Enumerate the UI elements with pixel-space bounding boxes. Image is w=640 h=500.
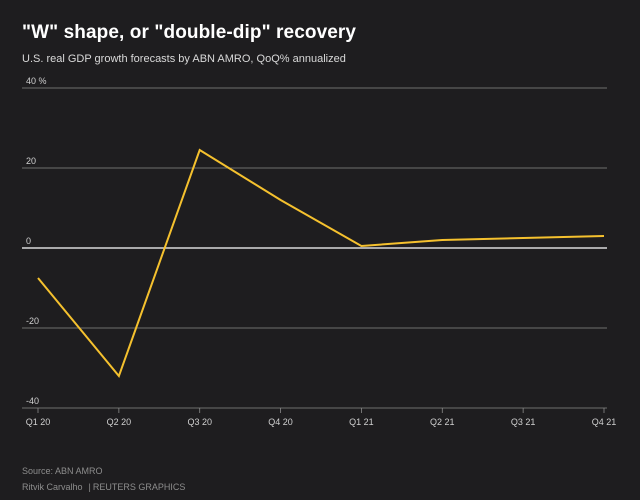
x-tick-label: Q1 20 bbox=[26, 417, 51, 427]
y-axis-labels: 40 % 20 0 -20 -40 bbox=[26, 76, 47, 406]
series-layer bbox=[37, 148, 605, 378]
y-tick-label: 0 bbox=[26, 236, 31, 246]
chart-subtitle: U.S. real GDP growth forecasts by ABN AM… bbox=[22, 53, 346, 65]
outlet-name: REUTERS GRAPHICS bbox=[92, 482, 186, 492]
x-tick-label: Q4 21 bbox=[592, 417, 617, 427]
chart-title: "W" shape, or "double-dip" recovery bbox=[22, 22, 357, 43]
x-tick-label: Q2 20 bbox=[107, 417, 132, 427]
x-tick-label: Q3 20 bbox=[187, 417, 212, 427]
credit-line: Ritvik Carvalho | REUTERS GRAPHICS bbox=[22, 482, 185, 492]
y-tick-label: 40 % bbox=[26, 76, 47, 86]
x-tick-label: Q3 21 bbox=[511, 417, 536, 427]
author-name: Ritvik Carvalho bbox=[22, 482, 83, 492]
x-tick-label: Q2 21 bbox=[430, 417, 455, 427]
credit-separator: | bbox=[88, 482, 91, 492]
x-tick-label: Q4 20 bbox=[268, 417, 293, 427]
x-axis: Q1 20 Q2 20 Q3 20 Q4 20 Q1 21 Q2 21 Q3 21 Q4 21 bbox=[26, 408, 617, 427]
x-tick-label: Q1 21 bbox=[349, 417, 374, 427]
y-tick-label: 20 bbox=[26, 156, 36, 166]
gdp-forecast-line bbox=[37, 148, 605, 378]
source-note: Source: ABN AMRO bbox=[22, 466, 103, 476]
y-tick-label: -20 bbox=[26, 316, 39, 326]
y-tick-label: -40 bbox=[26, 396, 39, 406]
gridlines bbox=[22, 87, 607, 409]
